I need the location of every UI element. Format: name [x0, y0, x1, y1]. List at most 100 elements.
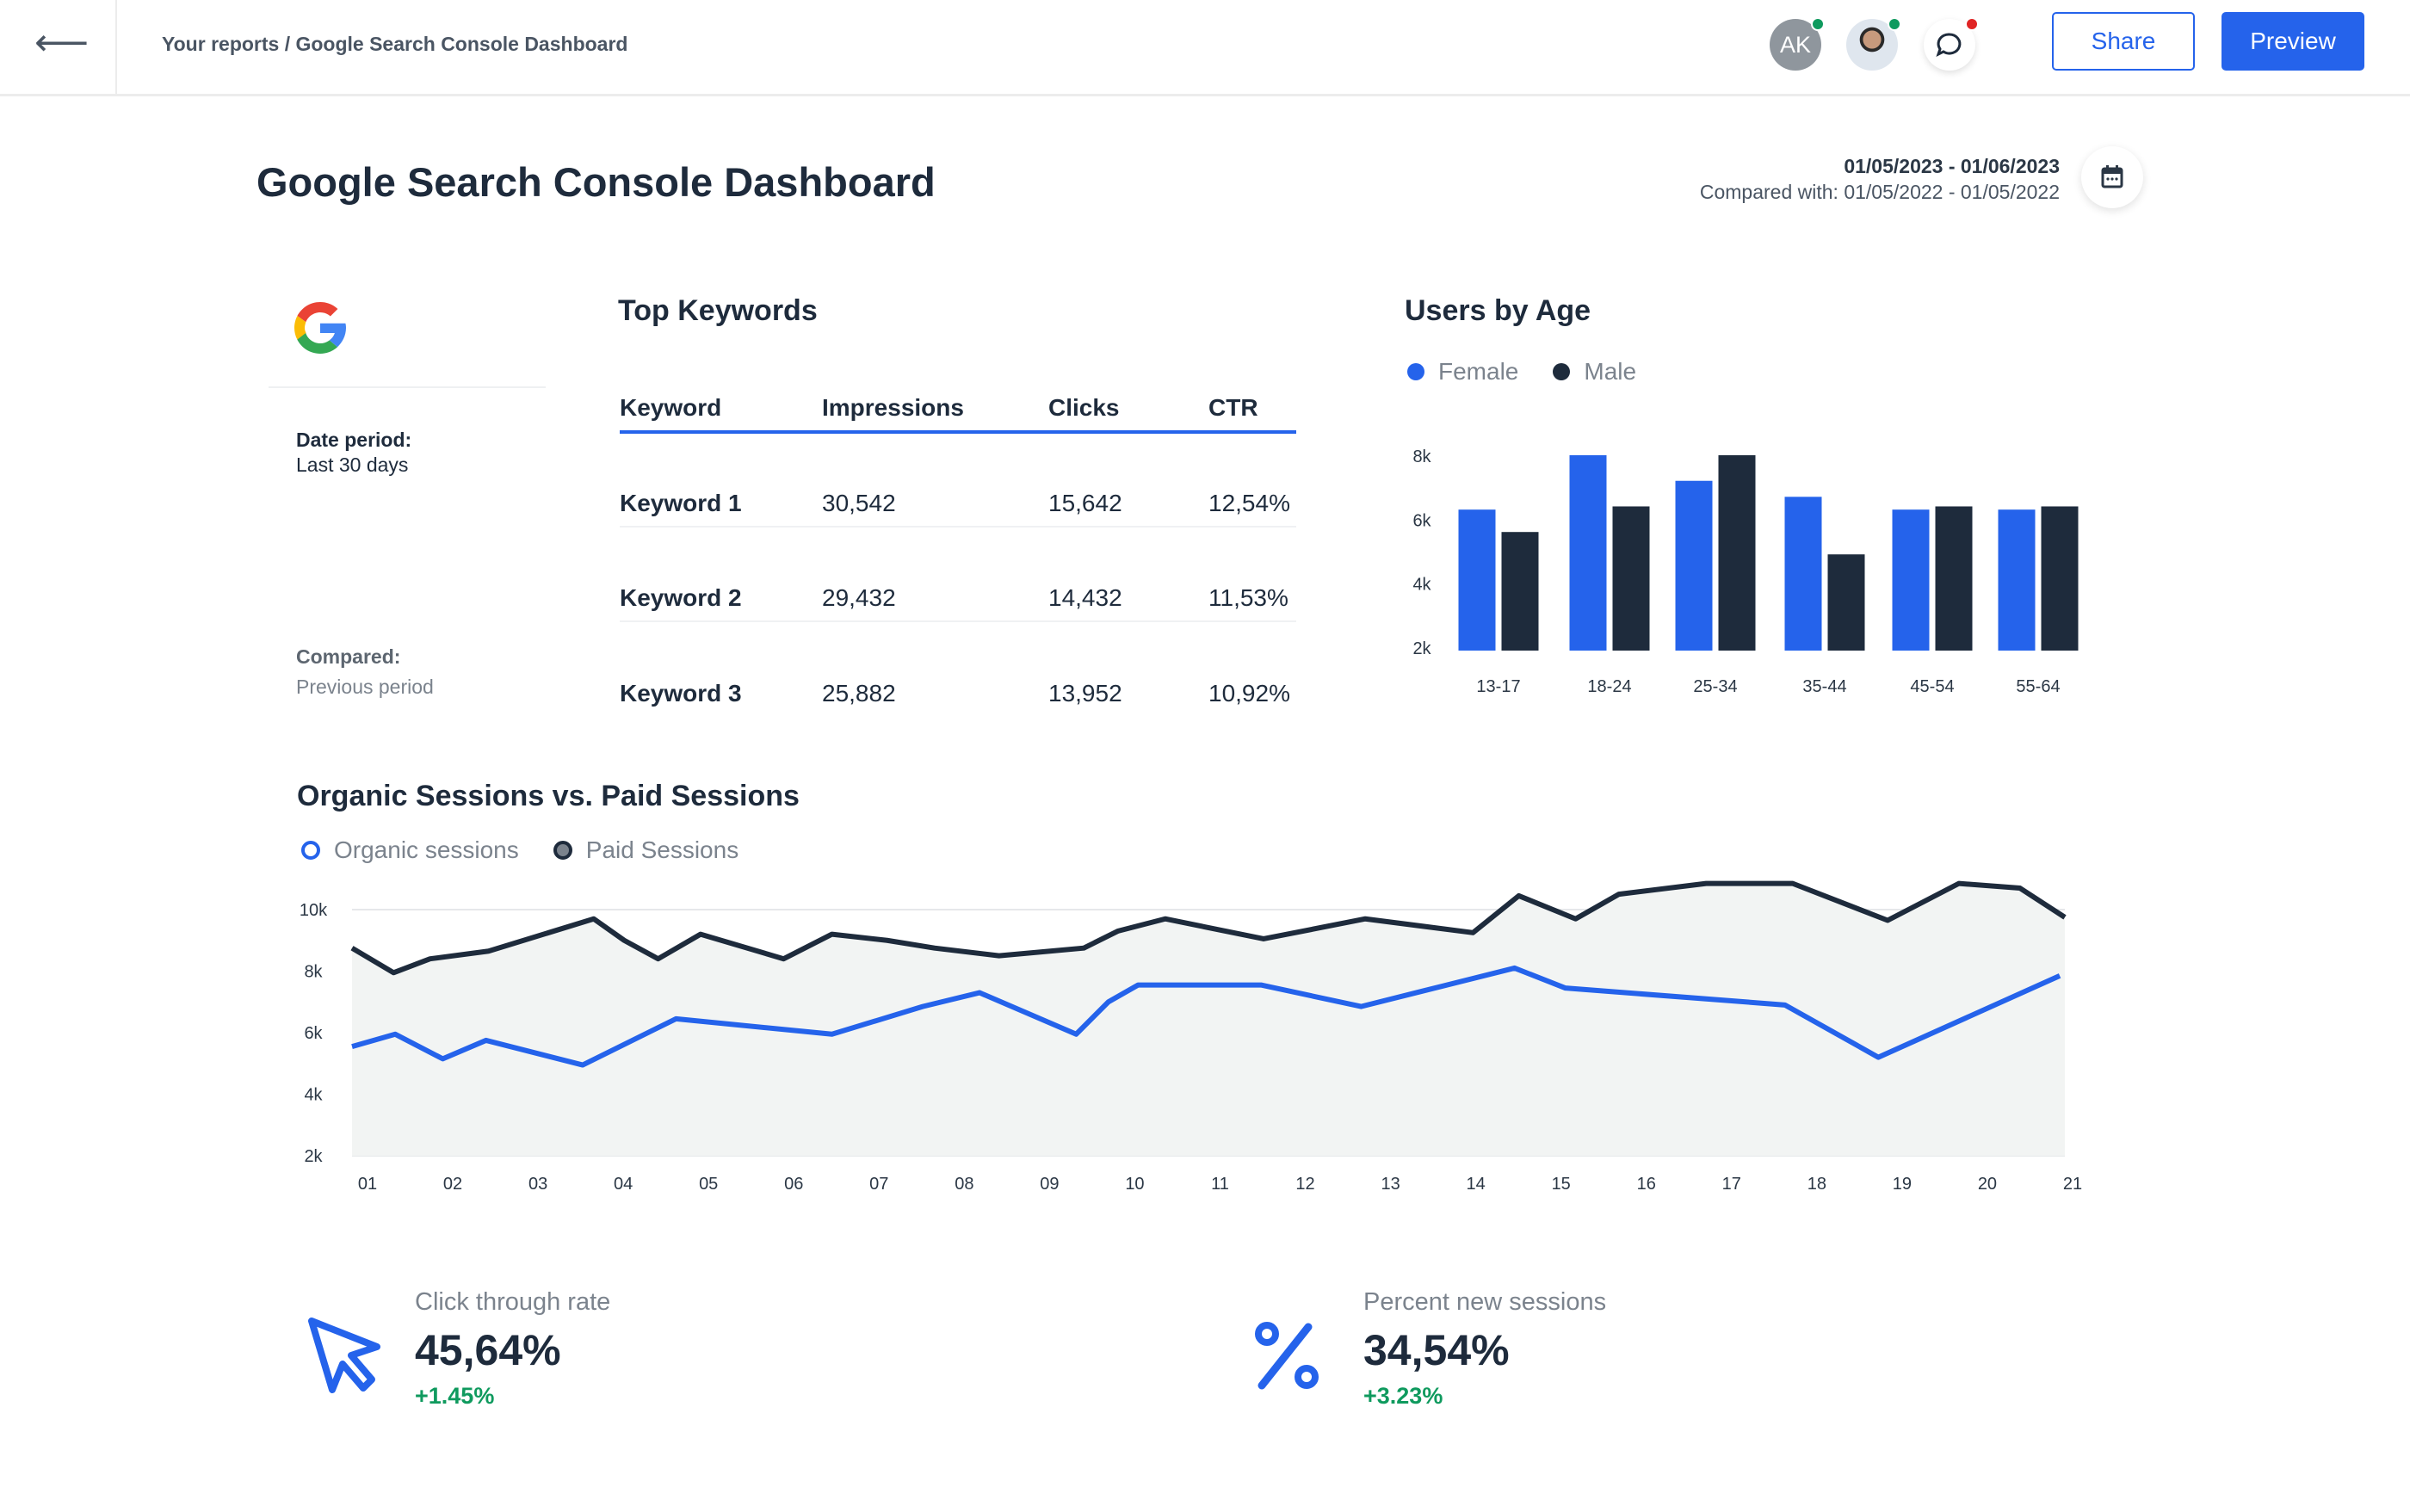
table-cell: 13,952 [1048, 680, 1122, 707]
y-tick-label: 4k [304, 1086, 323, 1105]
x-tick-label: 18-24 [1587, 677, 1631, 696]
chat-bubble-icon [1936, 33, 1962, 57]
comments-button[interactable] [1924, 17, 1979, 71]
x-tick-label: 13 [1381, 1175, 1400, 1194]
bar-female [1784, 497, 1822, 651]
x-tick-label: 19 [1893, 1175, 1912, 1194]
kpi-label: Click through rate [415, 1288, 611, 1316]
legend-label: Paid Sessions [585, 836, 739, 863]
table-row: Keyword 3 25,882 13,952 10,92% [620, 621, 1296, 716]
users-by-age-title: Users by Age [1405, 294, 1591, 327]
date-range: 01/05/2023 - 01/06/2023 Compared with: 01… [1700, 153, 2060, 205]
calendar-icon [2101, 165, 2123, 188]
compared-label: Compared: [296, 645, 401, 668]
bar-male [1827, 554, 1865, 651]
online-indicator [1888, 17, 1901, 31]
divider [115, 0, 117, 96]
x-tick-label: 07 [869, 1175, 888, 1194]
notification-dot [1965, 17, 1979, 31]
table-cell: 29,432 [822, 527, 1048, 622]
bar-female [1675, 480, 1713, 651]
legend-swatch-female [1407, 363, 1424, 380]
bar-male [1501, 532, 1539, 651]
y-tick-label: 6k [1412, 511, 1431, 530]
bar-male [2041, 506, 2079, 651]
date-range-value: 01/05/2023 - 01/06/2023 [1844, 155, 2060, 177]
compared-range: Compared with: 01/05/2022 - 01/05/2022 [1699, 181, 2060, 203]
x-tick-label: 04 [614, 1175, 633, 1194]
table-cell: Keyword 1 [620, 432, 822, 528]
x-tick-label: 21 [2063, 1175, 2082, 1194]
arrow-left-icon[interactable]: ⟵ [34, 22, 90, 64]
bar-male [1718, 455, 1756, 651]
table-cell: Keyword 3 [620, 680, 742, 707]
kpi-value: 34,54% [1363, 1326, 1510, 1374]
x-tick-label: 17 [1722, 1175, 1741, 1194]
divider [269, 386, 546, 388]
page-title: Google Search Console Dashboard [256, 159, 936, 205]
x-tick-label: 10 [1125, 1175, 1144, 1194]
legend-swatch-organic [301, 841, 320, 860]
google-logo [294, 302, 346, 354]
table-cell: 30,542 [822, 432, 1048, 528]
x-tick-label: 14 [1467, 1175, 1486, 1194]
x-tick-label: 35-44 [1802, 677, 1846, 696]
bar-female [1892, 509, 1930, 651]
x-tick-label: 11 [1211, 1175, 1229, 1194]
x-tick-label: 08 [955, 1175, 973, 1194]
bar-male [1612, 506, 1650, 651]
x-tick-label: 12 [1295, 1175, 1314, 1194]
legend-label: Male [1584, 358, 1637, 385]
column-header: Clicks [1048, 386, 1208, 434]
kpi-label: Percent new sessions [1363, 1288, 1607, 1316]
date-picker-button[interactable] [2081, 146, 2143, 208]
column-header: CTR [1208, 386, 1296, 434]
table-cell: 14,432 [1048, 527, 1208, 622]
kpi-value: 45,64% [415, 1326, 561, 1374]
sessions-legend: Organic sessions Paid Sessions [301, 836, 738, 864]
column-header: Keyword [620, 386, 822, 434]
x-tick-label: 18 [1808, 1175, 1826, 1194]
legend-swatch-paid [553, 841, 572, 860]
avatar[interactable]: AK [1770, 17, 1825, 71]
table-cell: Keyword 2 [620, 527, 822, 622]
x-tick-label: 55-64 [2016, 677, 2060, 696]
date-period-label: Date period: [296, 429, 412, 451]
bar-female [1569, 455, 1607, 651]
compared-value: Previous period [296, 676, 434, 698]
y-tick-label: 2k [1412, 639, 1431, 658]
sessions-title: Organic Sessions vs. Paid Sessions [297, 780, 800, 812]
x-tick-label: 03 [528, 1175, 547, 1194]
series-line-organic [351, 965, 2061, 1068]
table-cell: 10,92% [1208, 680, 1290, 707]
y-tick-label: 4k [1412, 576, 1431, 595]
table-cell: 11,53% [1208, 527, 1296, 622]
y-tick-label: 8k [304, 963, 323, 982]
age-legend: Female Male [1407, 358, 1636, 386]
table-cell: 12,54% [1208, 432, 1296, 528]
legend-label: Female [1438, 358, 1519, 385]
column-header: Impressions [822, 386, 1048, 434]
series-line-paid [350, 880, 2067, 976]
table-cell: 25,882 [822, 680, 896, 707]
share-button[interactable]: Share [2052, 12, 2195, 71]
area-fill [352, 883, 2065, 1156]
y-tick-label: 8k [1412, 447, 1431, 466]
preview-button[interactable]: Preview [2222, 12, 2364, 71]
kpi-change: +1.45% [415, 1383, 495, 1409]
online-indicator [1811, 17, 1825, 31]
cursor-icon [308, 1318, 380, 1393]
bar-female [1998, 509, 2036, 651]
users-by-age-chart: 2k 4k 6k 8k 13-17 18-24 25-34 35-44 45-54 55-64 [1412, 447, 2079, 696]
breadcrumb[interactable]: Your reports / Google Search Console Das… [162, 33, 628, 55]
bar-female [1458, 509, 1496, 651]
sessions-line-chart: 2k 4k 6k 8k 10k 01 02 03 04 05 06 07 08 09 10 11 12 13 14 1… [300, 880, 2082, 1194]
table-row: Keyword 2 29,432 14,432 11,53% [620, 527, 1296, 622]
x-tick-label: 01 [358, 1175, 377, 1194]
table-cell: 15,642 [1048, 432, 1208, 528]
percent-icon [1255, 1322, 1319, 1390]
avatar-photo[interactable] [1846, 17, 1901, 71]
x-tick-label: 45-54 [1910, 677, 1954, 696]
bar-male [1935, 506, 1973, 651]
legend-swatch-male [1553, 363, 1571, 380]
